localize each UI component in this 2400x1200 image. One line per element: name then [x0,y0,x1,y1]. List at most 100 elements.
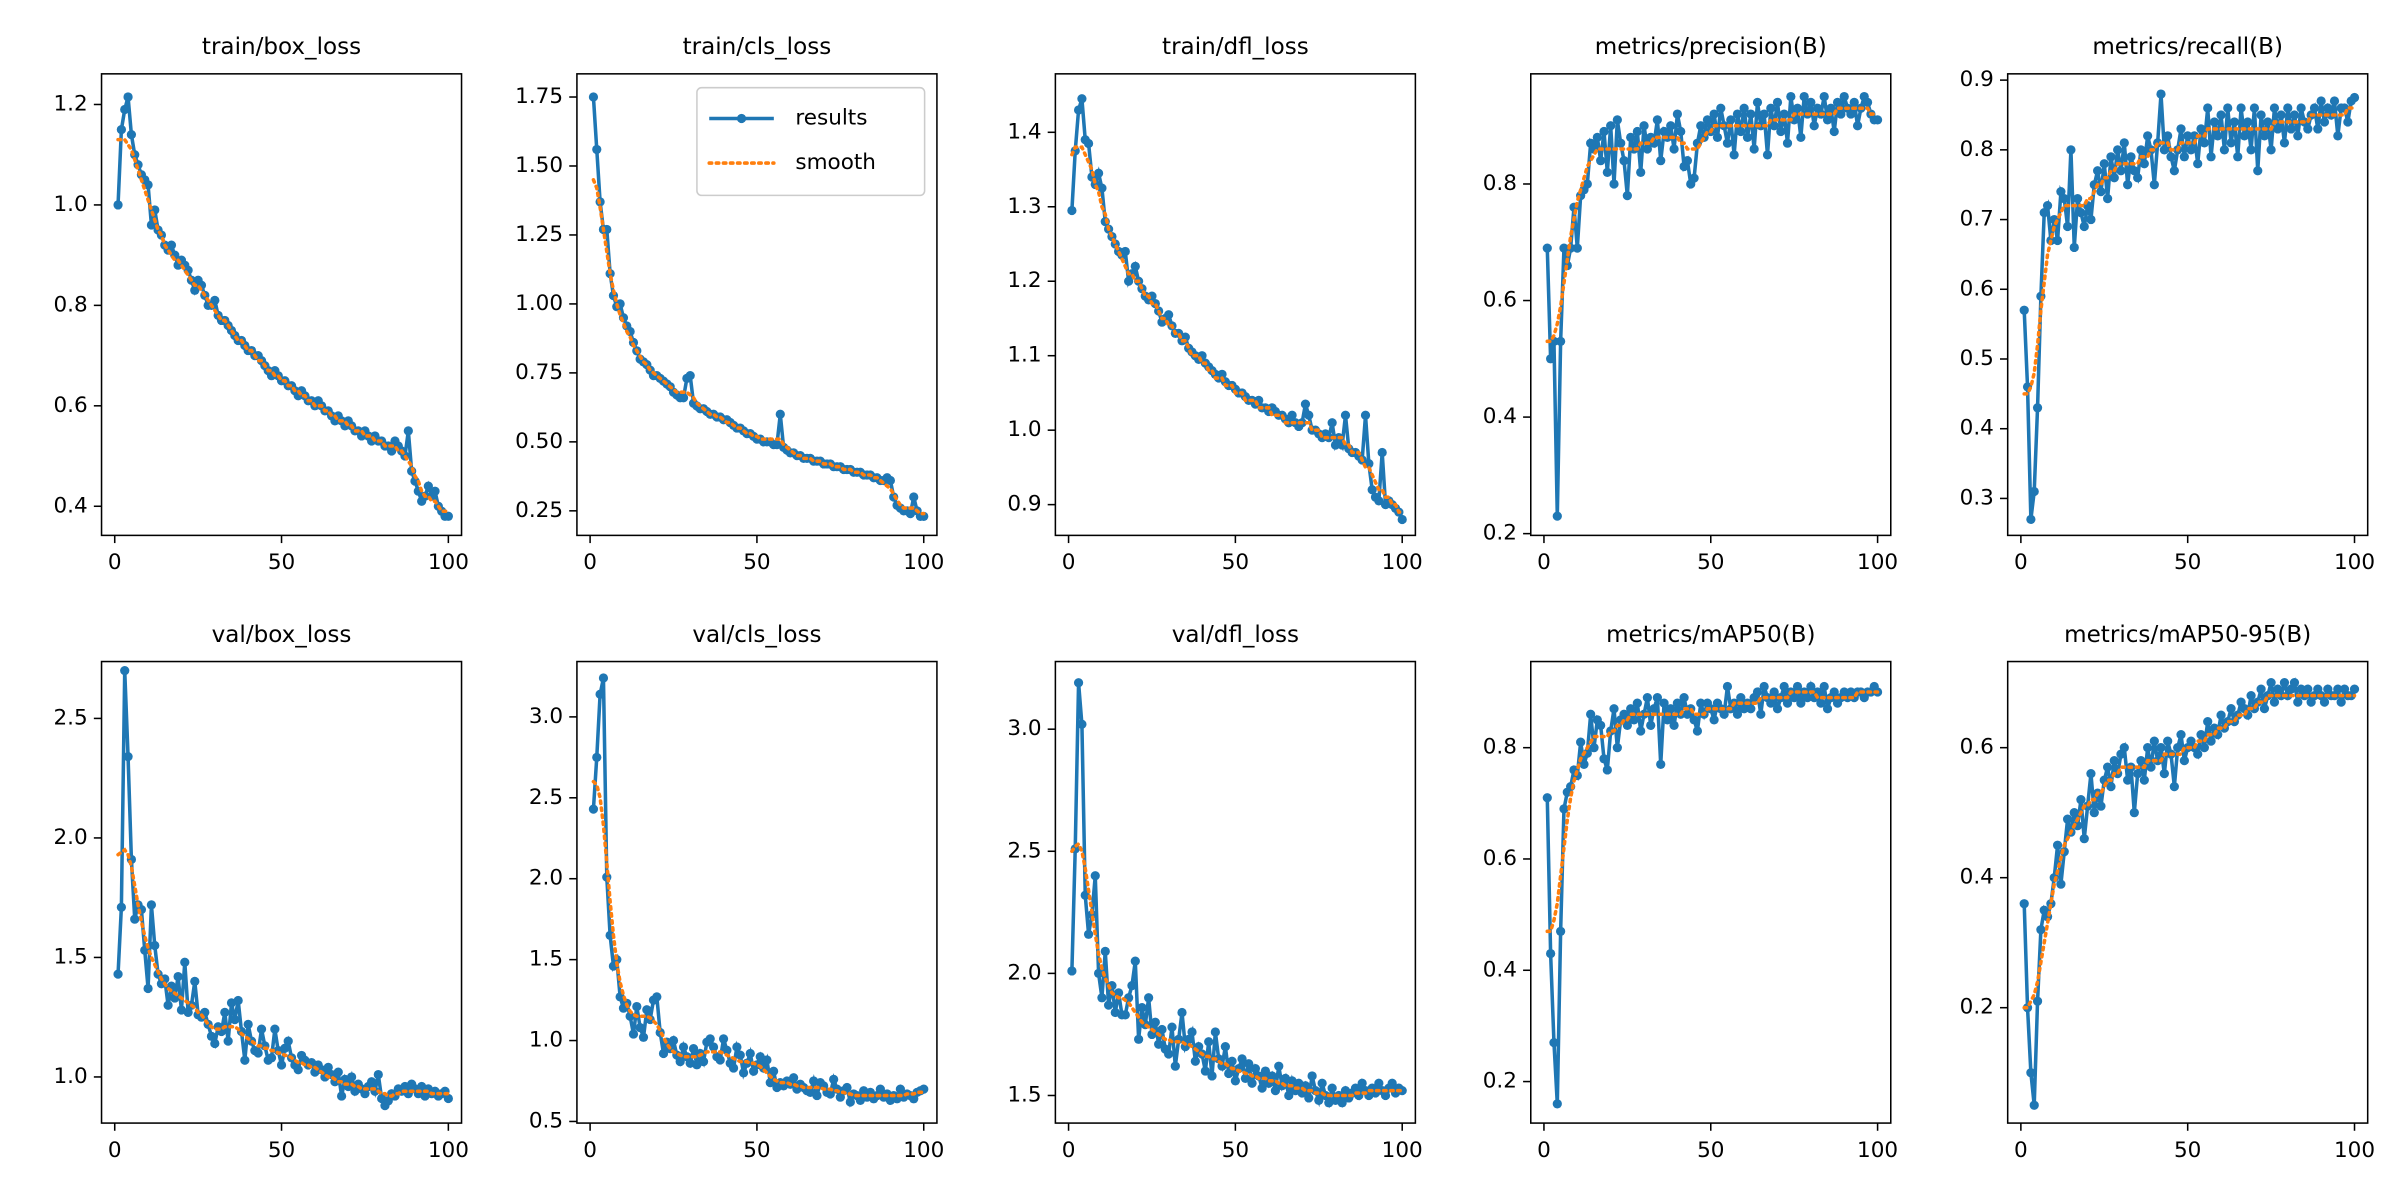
results-point [2303,124,2313,134]
results-point [1579,759,1589,769]
results-point [2163,736,2173,746]
results-point [1549,1037,1559,1048]
results-point [1083,929,1094,939]
results-point [1207,1071,1217,1081]
results-point [1374,1078,1384,1088]
results-point [1779,109,1789,119]
results-point [1167,1022,1177,1032]
subplot: val/cls_loss 0 50 100 0.5 1.0 1.5 2.0 2.5 3.0 [529,622,944,1163]
results-point [2079,221,2089,232]
results-point [1177,1007,1187,1018]
results-point [2276,110,2286,120]
y-tick-label: 1.0 [529,1028,563,1053]
results-point [2159,145,2169,155]
results-point [2336,697,2346,707]
results-point [280,1043,290,1053]
axes-frame [1054,73,1417,537]
results-point [2036,925,2046,935]
results-point [1632,698,1642,708]
results-point [1552,1099,1562,1109]
subplot: metrics/mAP50(B) 0 50 100 0.2 0.4 0.6 0.8 [1483,622,1898,1163]
results-point [1357,1078,1367,1088]
results-point [1599,754,1609,764]
results-point [2046,899,2056,909]
results-point [1806,681,1816,692]
results-line [1070,682,1404,1109]
results-point [1546,354,1556,364]
results-point [1572,243,1582,253]
results-point [2259,131,2270,141]
smooth-line [1545,106,1880,344]
results-point [1093,168,1104,178]
results-point [2089,808,2099,818]
x-tick-label: 0 [1062,1138,1076,1163]
results-point [1689,715,1699,725]
results-point [2056,187,2066,197]
results-point [1073,105,1084,115]
axes-frame [1530,660,1892,1124]
results-point [2263,117,2273,127]
results-point [1220,1042,1230,1052]
results-point [163,1000,173,1010]
results-point [2199,743,2209,753]
y-tick-label: 0.2 [1960,995,1994,1020]
results-point [2143,743,2153,753]
results-point [1759,681,1769,692]
results-point [1749,144,1759,154]
results-point [1257,1083,1267,1093]
results-point [1093,968,1104,978]
results-point [1559,243,1569,253]
results-point [1582,179,1592,189]
results-point [1327,1083,1337,1093]
results-point [652,992,662,1002]
axes-frame [100,73,463,537]
results-point [2143,131,2153,141]
results-point [2253,166,2263,176]
results-point [233,995,243,1006]
x-tick-label: 100 [2334,550,2375,575]
results-point [1619,709,1629,719]
x-tick-label: 100 [903,550,944,575]
results-point [1267,1071,1277,1081]
results-point [1772,97,1783,108]
results-point [2189,131,2199,141]
results-point [2039,207,2049,218]
results-point [1732,109,1743,119]
results-point [1127,980,1137,991]
results-point [1666,121,1676,131]
results-point [789,1073,799,1083]
x-tick-label: 0 [1537,550,1551,575]
axes-frame [576,73,938,537]
x-tick-label: 50 [1697,1138,1724,1163]
y-tick-label: 0.6 [1483,846,1517,871]
results-point [1217,369,1227,379]
results-line [1545,680,1880,1104]
results-point [1669,720,1679,731]
results-point [1083,138,1094,149]
results-point [2296,103,2306,113]
results-point [2269,697,2280,707]
results-point [1204,1037,1214,1047]
results-point [2086,769,2096,779]
results-point [2313,124,2323,134]
results-point [2206,736,2216,746]
results-point [2026,1068,2036,1078]
results-point [1284,1090,1294,1101]
results-point [2156,89,2166,99]
results-point [1656,759,1666,769]
x-tick-label: 0 [1062,550,1076,575]
results-point [1736,126,1746,137]
results-point [2106,152,2116,162]
results-point [1596,156,1606,166]
results-point [1592,132,1602,142]
results-point [1709,715,1719,725]
y-tick-label: 0.6 [1960,735,1994,760]
results-point [2193,749,2203,759]
results-point [2136,756,2146,766]
results-point [2126,152,2136,162]
results-point [1546,948,1556,959]
y-tick-label: 0.4 [1960,865,1994,890]
results-point [183,1007,193,1018]
subplot-title: val/box_loss [212,622,352,648]
results-point [708,1042,719,1052]
